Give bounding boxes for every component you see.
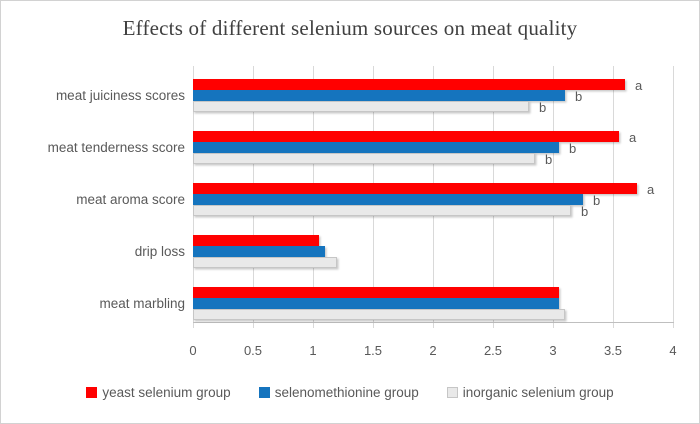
- bar-selenomethionine-2: [193, 194, 583, 205]
- bar-yeast-3: [193, 235, 319, 246]
- x-tick-label: 3.5: [603, 343, 623, 358]
- significance-letter: a: [635, 78, 643, 93]
- significance-letter: a: [629, 130, 637, 145]
- bar-inorganic-3: [193, 257, 337, 268]
- axis-tick: [373, 322, 374, 328]
- axis-tick: [193, 322, 194, 328]
- x-tick-label: 2.5: [483, 343, 503, 358]
- axis-tick: [433, 322, 434, 328]
- legend-item: inorganic selenium group: [446, 385, 614, 400]
- chart-title: Effects of different selenium sources on…: [122, 16, 578, 40]
- bar-selenomethionine-0: [193, 90, 565, 101]
- bar-selenomethionine-4: [193, 298, 559, 309]
- x-tick-label: 0: [189, 343, 197, 358]
- legend-swatch-icon: [86, 387, 98, 398]
- significance-letter: b: [575, 89, 583, 104]
- significance-letter: b: [581, 204, 589, 219]
- legend: yeast selenium group selenomethionine gro…: [1, 385, 699, 400]
- axis-tick: [673, 322, 674, 328]
- legend-item: yeast selenium group: [86, 385, 231, 400]
- bar-yeast-1: [193, 131, 619, 142]
- bar-yeast-0: [193, 79, 625, 90]
- bar-yeast-4: [193, 287, 559, 298]
- significance-letter: a: [647, 182, 655, 197]
- x-tick-label: 0.5: [243, 343, 263, 358]
- category-label: meat marbling: [99, 296, 185, 311]
- category-label: meat aroma score: [76, 192, 185, 207]
- axis-tick: [553, 322, 554, 328]
- gridline: [613, 66, 614, 322]
- x-tick-label: 3: [549, 343, 557, 358]
- gridline: [673, 66, 674, 322]
- legend-item: selenomethionine group: [258, 385, 419, 400]
- bar-inorganic-4: [193, 309, 565, 320]
- x-tick-label: 4: [669, 343, 677, 358]
- category-label: drip loss: [134, 244, 185, 259]
- x-axis-line: [193, 322, 674, 323]
- category-label: meat tenderness score: [47, 140, 185, 155]
- axis-tick: [253, 322, 254, 328]
- legend-swatch-icon: [258, 387, 270, 398]
- axis-tick: [613, 322, 614, 328]
- legend-label: inorganic selenium group: [462, 385, 614, 400]
- bar-selenomethionine-3: [193, 246, 325, 257]
- category-label: meat juiciness scores: [55, 88, 185, 103]
- bar-inorganic-0: [193, 101, 529, 112]
- significance-letter: b: [539, 100, 547, 115]
- x-tick-label: 1.5: [363, 343, 383, 358]
- x-tick-label: 2: [429, 343, 437, 358]
- bar-selenomethionine-1: [193, 142, 559, 153]
- significance-letter: b: [545, 152, 553, 167]
- legend-label: selenomethionine group: [274, 385, 419, 400]
- bar-inorganic-1: [193, 153, 535, 164]
- significance-letter: b: [569, 141, 577, 156]
- x-tick-label: 1: [309, 343, 317, 358]
- bar-yeast-2: [193, 183, 637, 194]
- axis-tick: [313, 322, 314, 328]
- legend-swatch-icon: [446, 387, 458, 398]
- legend-label: yeast selenium group: [102, 385, 231, 400]
- axis-tick: [493, 322, 494, 328]
- bar-inorganic-2: [193, 205, 571, 216]
- significance-letter: b: [593, 193, 601, 208]
